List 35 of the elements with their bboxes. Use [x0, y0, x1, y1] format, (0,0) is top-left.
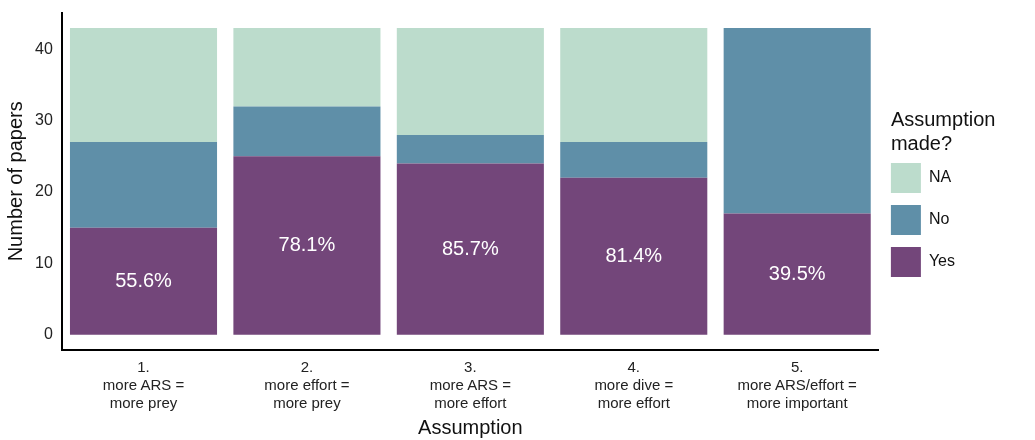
bar [723, 213, 871, 335]
x-tick-label: 1. more ARS = more prey [102, 358, 185, 412]
bar [396, 163, 544, 335]
x-tick-label: 5. more ARS/effort = more important [737, 358, 858, 412]
bar [233, 156, 381, 335]
bar [560, 142, 708, 178]
y-tick-label: 30 [35, 111, 53, 129]
bar [396, 134, 544, 164]
annotation: 55.6% [115, 268, 173, 291]
bar [233, 106, 381, 157]
annotation: 39.5% [768, 261, 826, 284]
bar [233, 27, 381, 107]
y-tick-label: 0 [43, 325, 53, 343]
x-axis-title: Assumption [418, 415, 523, 438]
x-tick-label: 2. more effort = more prey [264, 358, 350, 412]
legend-label: No [928, 210, 950, 228]
bar [723, 27, 871, 214]
bar [560, 177, 708, 335]
bar [69, 227, 218, 335]
legend-label: NA [928, 168, 952, 186]
x-tick-label: 3. more ARS = more effort [429, 358, 512, 412]
annotation: 78.1% [278, 233, 336, 256]
y-tick-label: 10 [35, 253, 53, 271]
x-tick-label: 4. more dive = more effort [594, 358, 674, 412]
y-axis-title: Number of papers [3, 101, 26, 262]
legend-title: Assumption made? [890, 107, 997, 155]
bar [396, 27, 544, 135]
bar [69, 27, 218, 143]
annotation: 85.7% [441, 236, 499, 259]
bar [69, 142, 218, 228]
y-tick-label: 20 [35, 182, 53, 200]
bar [560, 27, 708, 143]
annotation: 81.4% [605, 243, 663, 266]
y-tick-label: 40 [35, 39, 53, 57]
legend-label: Yes [928, 252, 956, 270]
